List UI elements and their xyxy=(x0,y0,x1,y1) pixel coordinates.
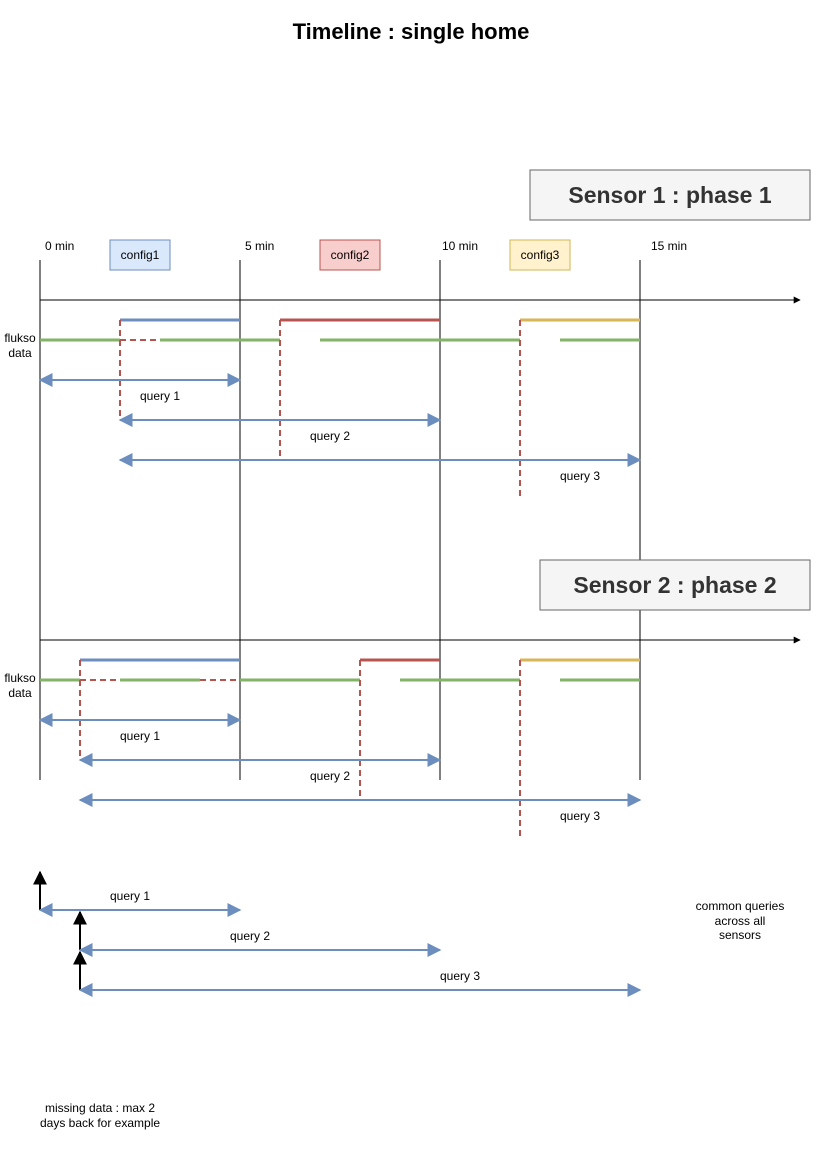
common-query1-label: query 1 xyxy=(110,889,150,903)
sensor1-query3-label: query 3 xyxy=(560,469,600,483)
sensor2-query3-label: query 3 xyxy=(560,809,600,823)
time-label-5: 5 min xyxy=(245,239,274,253)
common-note-line3: sensors xyxy=(719,928,761,942)
config2-box: config2 xyxy=(319,239,381,271)
sensor2-title: Sensor 2 : phase 2 xyxy=(573,572,776,598)
common-query2-label: query 2 xyxy=(230,929,270,943)
config3-rect xyxy=(509,239,571,271)
config2-rect xyxy=(319,239,381,271)
time-label-15: 15 min xyxy=(651,239,687,253)
page-title: Timeline : single home xyxy=(293,19,530,44)
sensor2-section: flukso data query 1 query 2 query 3 xyxy=(4,636,801,840)
sensor2-query2-label: query 2 xyxy=(310,769,350,783)
sensor1-header: Sensor 1 : phase 1 xyxy=(529,169,811,221)
sensor2-query1-label: query 1 xyxy=(120,729,160,743)
sensor2-flukso-label-line1: flukso xyxy=(4,671,36,685)
config1-label: config1 xyxy=(121,248,160,262)
sensor1-section: flukso data query 1 query 2 query 3 xyxy=(4,296,801,500)
sensor1-query2-label: query 2 xyxy=(310,429,350,443)
sensor2-flukso-label-line2: data xyxy=(8,686,32,700)
config1-box: config1 xyxy=(109,239,171,271)
common-query3-label: query 3 xyxy=(440,969,480,983)
config3-label: config3 xyxy=(521,248,560,262)
sensor1-query1-label: query 1 xyxy=(140,389,180,403)
sensor1-flukso-label-line2: data xyxy=(8,346,32,360)
sensor1-flukso-label-line1: flukso xyxy=(4,331,36,345)
common-note-line1: common queries xyxy=(696,899,785,913)
time-label-0: 0 min xyxy=(45,239,74,253)
sensor1-header-box xyxy=(529,169,811,221)
common-note-line2: across all xyxy=(715,914,766,928)
missing-data-note-line2: days back for example xyxy=(40,1116,160,1130)
time-label-10: 10 min xyxy=(442,239,478,253)
config3-box: config3 xyxy=(509,239,571,271)
common-queries-section: query 1 query 2 query 3 common queries a… xyxy=(33,870,785,997)
sensor2-header: Sensor 2 : phase 2 xyxy=(539,559,811,611)
sensor1-title: Sensor 1 : phase 1 xyxy=(568,182,771,208)
config2-label: config2 xyxy=(331,248,370,262)
config1-rect xyxy=(109,239,171,271)
missing-data-note-line1: missing data : max 2 xyxy=(45,1101,155,1115)
sensor2-header-box xyxy=(539,559,811,611)
